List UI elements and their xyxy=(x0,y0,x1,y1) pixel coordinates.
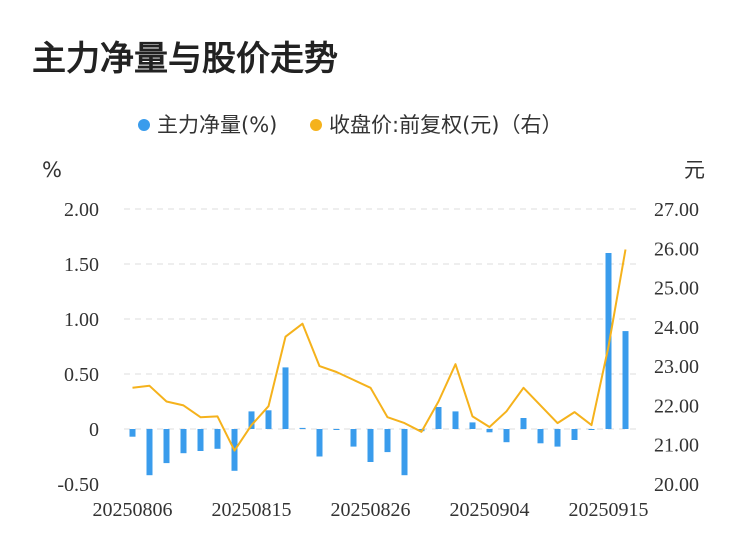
bar xyxy=(197,429,204,451)
left-tick-label: 0.50 xyxy=(64,364,99,386)
bar xyxy=(435,407,442,429)
bar xyxy=(146,429,153,476)
bar xyxy=(282,367,289,429)
bar xyxy=(367,429,374,462)
right-axis-unit: 元 xyxy=(684,158,705,182)
chart-title: 主力净量与股价走势 xyxy=(32,39,338,79)
price-line xyxy=(132,249,627,452)
bar xyxy=(622,331,629,429)
right-axis: 27.00 26.00 25.00 24.00 23.00 22.00 21.00 20.00 xyxy=(654,199,699,496)
left-tick-label: 2.00 xyxy=(64,199,99,221)
left-axis-unit: % xyxy=(42,158,62,182)
legend[interactable]: 主力净量(%) 收盘价:前复权(元)（右） xyxy=(138,113,562,137)
right-tick-label: 20.00 xyxy=(654,474,699,496)
bar xyxy=(350,429,357,447)
bar xyxy=(248,411,255,429)
x-tick-label: 20250806 xyxy=(93,499,173,521)
line-series xyxy=(132,249,627,452)
x-tick-label: 20250815 xyxy=(212,499,292,521)
bar xyxy=(333,429,340,430)
right-tick-label: 27.00 xyxy=(654,199,699,221)
bar-series xyxy=(129,253,629,476)
x-tick-label: 20250904 xyxy=(450,499,530,521)
bar xyxy=(486,429,493,433)
x-axis: 20250806 20250815 20250826 20250904 20250915 xyxy=(93,499,649,521)
bar xyxy=(163,429,170,464)
bar xyxy=(316,429,323,457)
right-tick-label: 24.00 xyxy=(654,317,699,339)
legend-bar-label: 主力净量(%) xyxy=(157,113,277,137)
bar xyxy=(537,429,544,444)
right-tick-label: 26.00 xyxy=(654,238,699,260)
bar xyxy=(554,429,561,447)
bar xyxy=(452,411,459,429)
left-tick-label: -0.50 xyxy=(57,474,99,496)
bar xyxy=(384,429,391,453)
x-tick-label: 20250915 xyxy=(569,499,649,521)
left-axis: 2.00 1.50 1.00 0.50 0 -0.50 xyxy=(57,199,99,496)
right-tick-label: 25.00 xyxy=(654,278,699,300)
bar xyxy=(520,418,527,429)
right-tick-label: 22.00 xyxy=(654,395,699,417)
bar xyxy=(588,429,595,430)
bar xyxy=(401,429,408,476)
right-tick-label: 23.00 xyxy=(654,356,699,378)
left-tick-label: 0 xyxy=(89,419,99,441)
right-tick-label: 21.00 xyxy=(654,435,699,457)
bar xyxy=(299,427,306,429)
bar xyxy=(265,410,272,429)
grid-layer xyxy=(124,208,638,430)
bar xyxy=(214,429,221,449)
legend-line-label: 收盘价:前复权(元)（右） xyxy=(329,113,562,137)
left-tick-label: 1.00 xyxy=(64,309,99,331)
legend-line-marker xyxy=(310,119,322,131)
bar xyxy=(571,429,578,440)
bar xyxy=(129,429,136,437)
left-tick-label: 1.50 xyxy=(64,254,99,276)
bar xyxy=(180,429,187,454)
bar xyxy=(469,422,476,429)
x-tick-label: 20250826 xyxy=(331,499,411,521)
bar xyxy=(503,429,510,443)
legend-bar-marker xyxy=(138,119,150,131)
